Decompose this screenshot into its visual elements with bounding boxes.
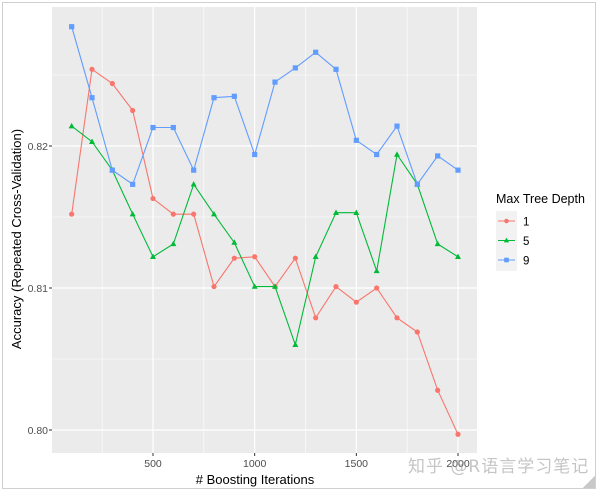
data-point bbox=[455, 253, 461, 259]
x-tick-label: 2000 bbox=[446, 458, 470, 470]
data-point bbox=[211, 283, 217, 290]
legend-label: 9 bbox=[523, 256, 529, 268]
data-point bbox=[455, 431, 461, 437]
legend-title: Max Tree Depth bbox=[496, 192, 585, 206]
data-point bbox=[109, 167, 115, 173]
series-depth-1 bbox=[69, 66, 461, 437]
data-point bbox=[333, 283, 339, 290]
data-point bbox=[69, 211, 75, 217]
data-point bbox=[150, 253, 156, 259]
data-point bbox=[89, 138, 95, 144]
data-point bbox=[191, 211, 197, 217]
data-point bbox=[109, 80, 115, 87]
legend-item-5: 5 bbox=[498, 236, 529, 248]
data-point bbox=[414, 329, 420, 335]
x-tick-label: 1500 bbox=[345, 458, 369, 470]
x-axis-label: # Boosting Iterations bbox=[196, 472, 315, 487]
data-point bbox=[130, 181, 136, 187]
data-point bbox=[231, 239, 238, 245]
data-point bbox=[170, 240, 177, 247]
data-point bbox=[434, 240, 441, 247]
legend-item-1: 1 bbox=[498, 217, 529, 229]
data-point bbox=[312, 253, 319, 259]
data-point bbox=[89, 66, 95, 72]
data-point bbox=[374, 285, 380, 291]
data-point bbox=[394, 123, 400, 129]
y-tick-label: 0.81 bbox=[28, 283, 49, 295]
resize-grip-icon[interactable] bbox=[583, 476, 595, 488]
data-point bbox=[69, 24, 75, 30]
data-point bbox=[373, 267, 380, 274]
y-tick-label: 0.80 bbox=[28, 425, 49, 437]
data-point bbox=[211, 95, 217, 101]
data-point bbox=[252, 151, 258, 158]
data-point bbox=[435, 153, 441, 159]
data-point bbox=[435, 387, 441, 393]
data-point bbox=[455, 167, 461, 173]
plot-panel bbox=[52, 7, 477, 453]
data-point bbox=[292, 341, 299, 347]
data-point bbox=[394, 151, 400, 157]
data-point bbox=[292, 65, 298, 71]
data-point bbox=[272, 283, 278, 289]
data-point bbox=[252, 254, 258, 260]
data-point bbox=[68, 122, 75, 129]
data-point bbox=[190, 181, 197, 187]
data-point bbox=[272, 79, 278, 85]
data-point bbox=[353, 299, 359, 305]
legend: Max Tree Depth 1 5 9 bbox=[496, 192, 585, 271]
data-point bbox=[353, 137, 359, 143]
y-axis-label: Accuracy (Repeated Cross-Validation) bbox=[9, 129, 24, 349]
data-point bbox=[333, 209, 339, 215]
data-point bbox=[374, 151, 380, 158]
data-point bbox=[170, 211, 176, 217]
data-point bbox=[251, 283, 258, 289]
gridlines bbox=[52, 7, 477, 453]
legend-item-9: 9 bbox=[498, 256, 529, 268]
data-point bbox=[231, 93, 237, 99]
data-point bbox=[150, 124, 156, 131]
axes: 500 1000 1500 2000 0.80 0.81 0.82 bbox=[28, 141, 470, 470]
data-point bbox=[231, 255, 237, 261]
data-point bbox=[292, 255, 298, 261]
data-point bbox=[353, 209, 360, 215]
data-point bbox=[414, 181, 420, 187]
legend-items: 1 5 9 bbox=[496, 211, 529, 271]
data-point bbox=[333, 66, 339, 72]
data-point bbox=[129, 210, 136, 217]
x-tick-label: 1000 bbox=[243, 458, 267, 470]
series-layer bbox=[68, 24, 461, 437]
data-point bbox=[191, 167, 197, 173]
y-tick-label: 0.82 bbox=[28, 141, 49, 153]
data-point bbox=[211, 210, 217, 217]
data-point bbox=[394, 315, 400, 321]
legend-label: 1 bbox=[523, 217, 529, 229]
legend-label: 5 bbox=[523, 236, 529, 248]
data-point bbox=[130, 107, 136, 114]
series-depth-9 bbox=[69, 24, 461, 187]
x-tick-label: 500 bbox=[144, 458, 162, 470]
data-point bbox=[170, 124, 176, 131]
data-point bbox=[150, 195, 156, 202]
watermark-text: 知乎 @R语言学习笔记 bbox=[408, 457, 590, 477]
data-point bbox=[89, 95, 95, 101]
data-point bbox=[313, 315, 319, 321]
data-point bbox=[313, 49, 319, 55]
